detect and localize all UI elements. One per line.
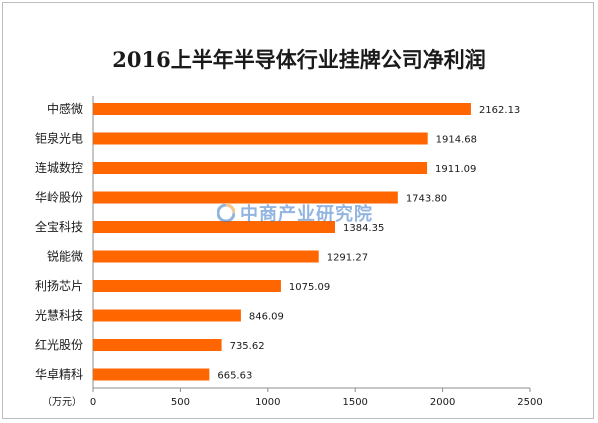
- x-tick-label: 500: [171, 397, 190, 408]
- x-tick-label: 1000: [255, 397, 280, 408]
- category-label: 红光股份: [35, 337, 83, 352]
- category-label: 全宝科技: [35, 219, 83, 234]
- watermark-logo-icon: [217, 204, 235, 222]
- watermark-text: 中商产业研究院: [240, 204, 373, 225]
- bar: [93, 250, 319, 263]
- value-label: 1914.68: [436, 135, 477, 146]
- category-label: 连城数控: [35, 160, 83, 175]
- value-label: 735.62: [230, 341, 265, 352]
- category-label: 中感微: [47, 101, 83, 116]
- value-label: 1911.09: [435, 164, 476, 175]
- bar: [93, 191, 398, 204]
- x-tick-label: 0: [90, 397, 96, 408]
- value-label: 846.09: [249, 312, 284, 323]
- bar: [93, 280, 281, 292]
- bar: [93, 309, 241, 322]
- value-label: 1743.80: [406, 194, 447, 205]
- watermark: 中商产业研究院: [217, 200, 373, 226]
- x-tick-label: 2500: [517, 397, 542, 408]
- category-label: 华卓精科: [35, 368, 83, 382]
- bar: [93, 368, 210, 381]
- value-label: 1384.35: [343, 223, 384, 234]
- bar: [93, 162, 428, 174]
- category-label: 光慧科技: [35, 308, 83, 323]
- category-label: 钜泉光电: [35, 132, 83, 146]
- value-label: 1291.27: [327, 253, 368, 264]
- category-label: 华岭股份: [35, 191, 83, 205]
- unit-label: （万元）: [42, 396, 82, 408]
- value-label: 1075.09: [289, 282, 330, 293]
- bar: [93, 339, 222, 351]
- value-label: 665.63: [217, 371, 252, 382]
- x-tick-label: 2000: [430, 397, 455, 408]
- category-label: 锐能微: [47, 250, 83, 264]
- category-label: 利扬芯片: [35, 278, 83, 293]
- value-label: 2162.13: [479, 105, 520, 116]
- bar: [93, 221, 335, 233]
- bar: [93, 103, 471, 115]
- bar: [93, 132, 428, 145]
- chart-title: 2016上半年半导体行业挂牌公司净利润: [112, 47, 486, 72]
- x-tick-label: 1500: [342, 397, 367, 408]
